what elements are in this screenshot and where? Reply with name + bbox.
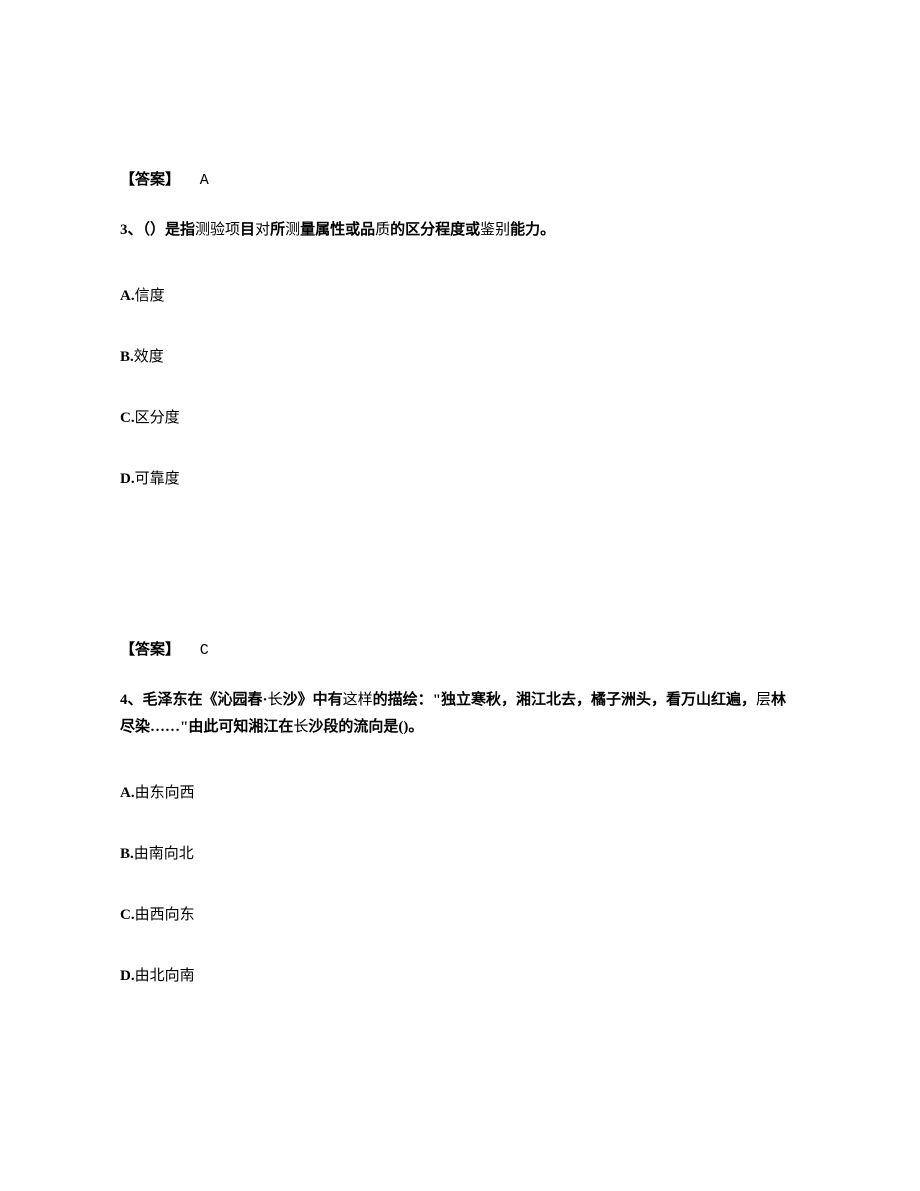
question-block-3: 【答案】 A 3、（）是指测验项目对所测量属性或品质的区分程度或鉴别能力。 A.… <box>120 168 800 488</box>
stem-text: 质 <box>375 222 390 238</box>
option-b: B.由南向北 <box>120 842 800 863</box>
question-number: 4、 <box>120 692 143 708</box>
stem-text: 量属性或品 <box>300 222 375 238</box>
option-text: 可靠度 <box>135 471 180 487</box>
option-label: D. <box>120 471 135 487</box>
stem-text: 层 <box>756 692 771 708</box>
option-a: A.由东向西 <box>120 781 800 802</box>
option-text: 由西向 <box>135 907 180 923</box>
question-number: 3、 <box>120 222 143 238</box>
stem-text: 知湘江在 <box>233 719 293 735</box>
option-label: A. <box>120 785 135 801</box>
option-label: B. <box>120 846 134 862</box>
answer-line-prev: 【答案】 C <box>120 638 800 659</box>
option-text: 东 <box>180 907 195 923</box>
option-label: C. <box>120 410 135 426</box>
stem-text: 长 <box>293 719 308 735</box>
option-label: C. <box>120 907 135 923</box>
option-text: 由南向北 <box>134 846 194 862</box>
option-d: D.可靠度 <box>120 467 800 488</box>
stem-text: 测 <box>285 222 300 238</box>
option-c: C.由西向东 <box>120 903 800 924</box>
stem-text: 所 <box>270 222 285 238</box>
stem-text: 的描绘："独立寒秋，湘江北去，橘子洲头，看万山红遍， <box>373 692 756 708</box>
option-text: 由北向南 <box>135 968 195 984</box>
stem-text: 沙段的流向是()。 <box>308 719 423 735</box>
answer-line-prev: 【答案】 A <box>120 168 800 189</box>
option-text: 由 <box>135 785 150 801</box>
option-text: 向西 <box>165 785 195 801</box>
option-d: D.由北向南 <box>120 964 800 985</box>
answer-label: 【答案】 <box>120 172 180 188</box>
stem-text: 的区分程度或 <box>390 222 480 238</box>
question-stem-3: 3、（）是指测验项目对所测量属性或品质的区分程度或鉴别能力。 <box>120 217 800 244</box>
option-label: B. <box>120 349 134 365</box>
stem-text: 中有 <box>313 692 343 708</box>
stem-text: 对 <box>255 222 270 238</box>
stem-text: 能力。 <box>510 222 555 238</box>
stem-text: 沙》 <box>283 692 313 708</box>
option-a: A.信度 <box>120 284 800 305</box>
stem-text: 《沁园春· <box>203 692 268 708</box>
page-content: 【答案】 A 3、（）是指测验项目对所测量属性或品质的区分程度或鉴别能力。 A.… <box>0 0 920 985</box>
stem-text: 这样 <box>343 692 373 708</box>
option-text: 区分度 <box>135 410 180 426</box>
stem-text: 毛泽东 <box>143 692 188 708</box>
option-c: C.区分度 <box>120 406 800 427</box>
answer-label: 【答案】 <box>120 642 180 658</box>
option-b: B.效度 <box>120 345 800 366</box>
stem-text: 长 <box>268 692 283 708</box>
option-text: 效度 <box>134 349 164 365</box>
stem-text: 测验项 <box>195 222 240 238</box>
stem-text: 鉴别 <box>480 222 510 238</box>
stem-text: （）是指 <box>143 222 196 238</box>
option-label: D. <box>120 968 135 984</box>
answer-value: C <box>200 642 209 659</box>
option-text: 信度 <box>135 288 165 304</box>
question-block-4: 【答案】 C 4、毛泽东在《沁园春·长沙》中有这样的描绘："独立寒秋，湘江北去，… <box>120 638 800 985</box>
option-label: A. <box>120 288 135 304</box>
stem-text: 目 <box>240 222 255 238</box>
question-stem-4: 4、毛泽东在《沁园春·长沙》中有这样的描绘："独立寒秋，湘江北去，橘子洲头，看万… <box>120 687 800 741</box>
answer-value: A <box>200 172 209 189</box>
option-text: 东 <box>150 785 165 801</box>
stem-text: 在 <box>188 692 203 708</box>
